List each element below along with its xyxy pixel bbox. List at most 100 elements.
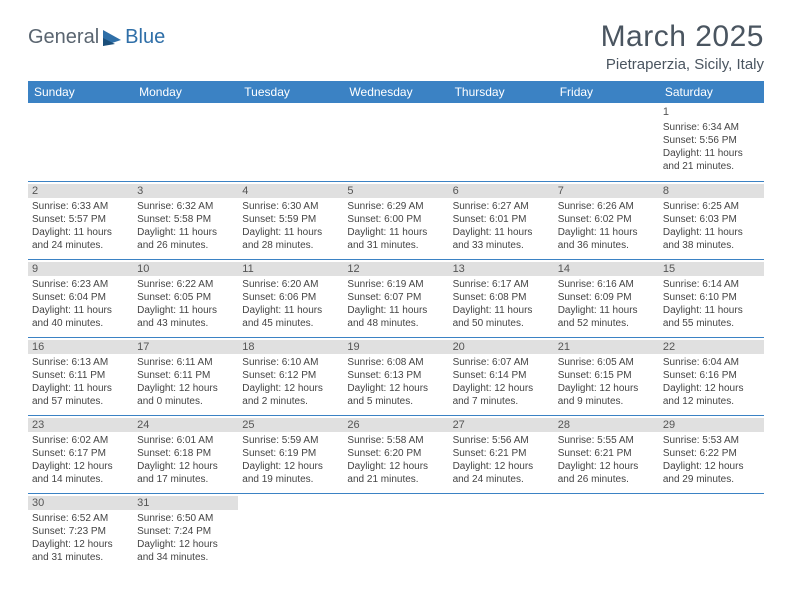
calendar-cell: 6 Sunrise: 6:27 AMSunset: 6:01 PMDaylight… [449, 181, 554, 259]
calendar-cell [659, 493, 764, 571]
sunrise-text: Sunrise: 6:50 AM [137, 512, 234, 525]
calendar-cell: 5Sunrise: 6:29 AMSunset: 6:00 PMDaylight… [343, 181, 448, 259]
calendar-cell: 8Sunrise: 6:25 AMSunset: 6:03 PMDaylight… [659, 181, 764, 259]
calendar-cell [28, 103, 133, 181]
sun-info: Sunrise: 5:59 AMSunset: 6:19 PMDaylight:… [242, 434, 339, 486]
day-number: 6 [449, 184, 554, 198]
calendar-cell: 24Sunrise: 6:01 AMSunset: 6:18 PMDayligh… [133, 415, 238, 493]
day-number: 19 [343, 340, 448, 354]
day-header: Tuesday [238, 81, 343, 103]
sun-info: Sunrise: 5:58 AMSunset: 6:20 PMDaylight:… [347, 434, 444, 486]
calendar-cell: 10Sunrise: 6:22 AMSunset: 6:05 PMDayligh… [133, 259, 238, 337]
sunset-text: Sunset: 6:01 PM [453, 213, 550, 226]
calendar-cell: 3Sunrise: 6:32 AMSunset: 5:58 PMDaylight… [133, 181, 238, 259]
sunset-text: Sunset: 6:14 PM [453, 369, 550, 382]
day-number: 14 [554, 262, 659, 276]
sunrise-text: Sunrise: 5:55 AM [558, 434, 655, 447]
sunrise-text: Sunrise: 6:13 AM [32, 356, 129, 369]
sunrise-text: Sunrise: 6:16 AM [558, 278, 655, 291]
calendar-cell: 19Sunrise: 6:08 AMSunset: 6:13 PMDayligh… [343, 337, 448, 415]
daylight-text: Daylight: 11 hours and 38 minutes. [663, 226, 760, 252]
day-number: 21 [554, 340, 659, 354]
daylight-text: Daylight: 12 hours and 19 minutes. [242, 460, 339, 486]
sunrise-text: Sunrise: 6:25 AM [663, 200, 760, 213]
daylight-text: Daylight: 11 hours and 48 minutes. [347, 304, 444, 330]
sunset-text: Sunset: 6:05 PM [137, 291, 234, 304]
sunset-text: Sunset: 6:17 PM [32, 447, 129, 460]
day-number: 18 [238, 340, 343, 354]
daylight-text: Daylight: 12 hours and 14 minutes. [32, 460, 129, 486]
daylight-text: Daylight: 11 hours and 55 minutes. [663, 304, 760, 330]
day-number: 20 [449, 340, 554, 354]
calendar-cell: 16Sunrise: 6:13 AMSunset: 6:11 PMDayligh… [28, 337, 133, 415]
sun-info: Sunrise: 6:52 AMSunset: 7:23 PMDaylight:… [32, 512, 129, 564]
calendar-cell: 23Sunrise: 6:02 AMSunset: 6:17 PMDayligh… [28, 415, 133, 493]
sunrise-text: Sunrise: 6:22 AM [137, 278, 234, 291]
sun-info: Sunrise: 6:07 AMSunset: 6:14 PMDaylight:… [453, 356, 550, 408]
calendar-cell [238, 493, 343, 571]
daylight-text: Daylight: 12 hours and 31 minutes. [32, 538, 129, 564]
sun-info: Sunrise: 5:55 AMSunset: 6:21 PMDaylight:… [558, 434, 655, 486]
sunrise-text: Sunrise: 6:27 AM [453, 200, 550, 213]
calendar-week: 2Sunrise: 6:33 AMSunset: 5:57 PMDaylight… [28, 181, 764, 259]
calendar-cell: 14Sunrise: 6:16 AMSunset: 6:09 PMDayligh… [554, 259, 659, 337]
page-header: General Blue March 2025 Pietraperzia, Si… [28, 20, 764, 73]
calendar-week: 1Sunrise: 6:34 AMSunset: 5:56 PMDaylight… [28, 103, 764, 181]
sunset-text: Sunset: 5:58 PM [137, 213, 234, 226]
sun-info: Sunrise: 6:30 AMSunset: 5:59 PMDaylight:… [242, 200, 339, 252]
daylight-text: Daylight: 12 hours and 2 minutes. [242, 382, 339, 408]
location-label: Pietraperzia, Sicily, Italy [601, 56, 764, 73]
sunset-text: Sunset: 6:11 PM [32, 369, 129, 382]
day-number: 10 [133, 262, 238, 276]
sunset-text: Sunset: 6:16 PM [663, 369, 760, 382]
sunrise-text: Sunrise: 6:33 AM [32, 200, 129, 213]
sun-info: Sunrise: 6:27 AMSunset: 6:01 PMDaylight:… [453, 200, 550, 252]
logo: General Blue [28, 20, 165, 49]
sunrise-text: Sunrise: 6:07 AM [453, 356, 550, 369]
logo-text-1: General [28, 26, 99, 49]
calendar-cell: 30Sunrise: 6:52 AMSunset: 7:23 PMDayligh… [28, 493, 133, 571]
day-header: Wednesday [343, 81, 448, 103]
daylight-text: Daylight: 12 hours and 26 minutes. [558, 460, 655, 486]
calendar-cell [554, 103, 659, 181]
sunset-text: Sunset: 6:15 PM [558, 369, 655, 382]
sun-info: Sunrise: 6:33 AMSunset: 5:57 PMDaylight:… [32, 200, 129, 252]
sunrise-text: Sunrise: 6:01 AM [137, 434, 234, 447]
day-number: 23 [28, 418, 133, 432]
daylight-text: Daylight: 11 hours and 50 minutes. [453, 304, 550, 330]
sun-info: Sunrise: 6:10 AMSunset: 6:12 PMDaylight:… [242, 356, 339, 408]
calendar-cell: 22Sunrise: 6:04 AMSunset: 6:16 PMDayligh… [659, 337, 764, 415]
sunrise-text: Sunrise: 6:26 AM [558, 200, 655, 213]
sunrise-text: Sunrise: 6:32 AM [137, 200, 234, 213]
daylight-text: Daylight: 11 hours and 57 minutes. [32, 382, 129, 408]
sunrise-text: Sunrise: 6:08 AM [347, 356, 444, 369]
sun-info: Sunrise: 6:50 AMSunset: 7:24 PMDaylight:… [137, 512, 234, 564]
calendar-week: 16Sunrise: 6:13 AMSunset: 6:11 PMDayligh… [28, 337, 764, 415]
daylight-text: Daylight: 11 hours and 52 minutes. [558, 304, 655, 330]
day-header: Thursday [449, 81, 554, 103]
calendar-week: 9Sunrise: 6:23 AMSunset: 6:04 PMDaylight… [28, 259, 764, 337]
calendar-cell: 11Sunrise: 6:20 AMSunset: 6:06 PMDayligh… [238, 259, 343, 337]
sunrise-text: Sunrise: 6:29 AM [347, 200, 444, 213]
sun-info: Sunrise: 6:17 AMSunset: 6:08 PMDaylight:… [453, 278, 550, 330]
sunset-text: Sunset: 6:18 PM [137, 447, 234, 460]
sun-info: Sunrise: 6:13 AMSunset: 6:11 PMDaylight:… [32, 356, 129, 408]
daylight-text: Daylight: 12 hours and 9 minutes. [558, 382, 655, 408]
calendar-head: SundayMondayTuesdayWednesdayThursdayFrid… [28, 81, 764, 103]
sun-info: Sunrise: 6:05 AMSunset: 6:15 PMDaylight:… [558, 356, 655, 408]
calendar-cell: 12Sunrise: 6:19 AMSunset: 6:07 PMDayligh… [343, 259, 448, 337]
day-number: 25 [238, 418, 343, 432]
sun-info: Sunrise: 6:25 AMSunset: 6:03 PMDaylight:… [663, 200, 760, 252]
sunset-text: Sunset: 6:11 PM [137, 369, 234, 382]
sunset-text: Sunset: 6:08 PM [453, 291, 550, 304]
day-header: Monday [133, 81, 238, 103]
sunset-text: Sunset: 6:07 PM [347, 291, 444, 304]
sunrise-text: Sunrise: 5:56 AM [453, 434, 550, 447]
calendar-cell: 27Sunrise: 5:56 AMSunset: 6:21 PMDayligh… [449, 415, 554, 493]
sunset-text: Sunset: 5:59 PM [242, 213, 339, 226]
sunset-text: Sunset: 6:22 PM [663, 447, 760, 460]
day-number: 3 [133, 184, 238, 198]
daylight-text: Daylight: 11 hours and 21 minutes. [663, 147, 760, 173]
sunset-text: Sunset: 7:23 PM [32, 525, 129, 538]
calendar-cell [449, 103, 554, 181]
